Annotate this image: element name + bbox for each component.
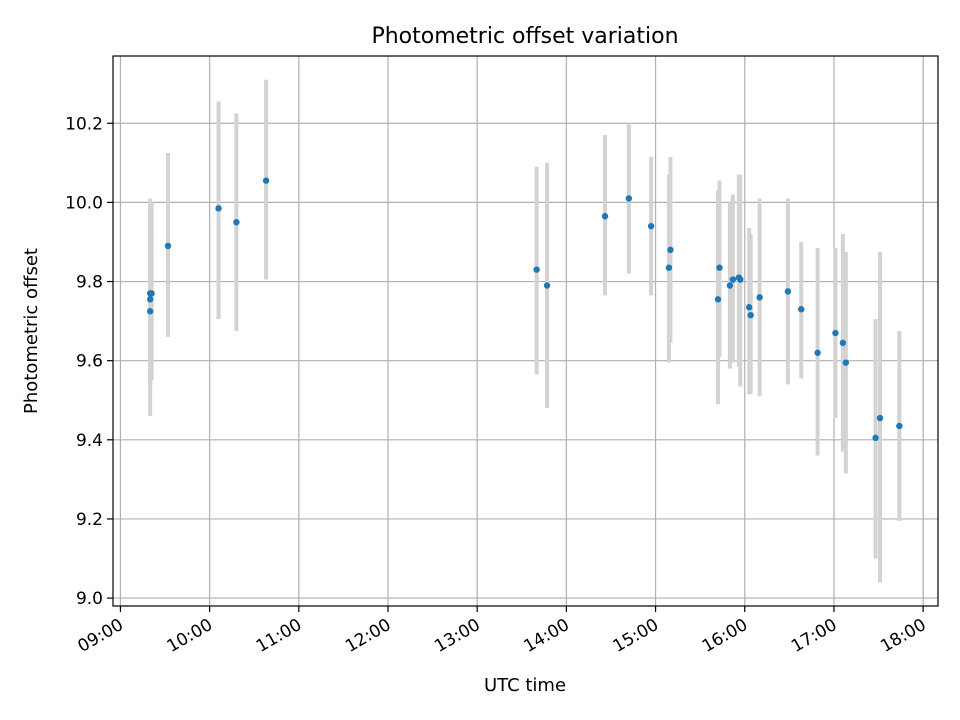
data-point [814,349,821,356]
data-point [647,222,655,230]
y-axis: 9.0 9.2 9.4 9.6 9.8 10.0 10.2 [65,114,113,609]
data-point [896,422,903,430]
data-point [839,339,847,347]
x-tick-label: 13:00 [431,615,483,657]
y-axis-label: Photometric offset [21,248,42,414]
x-tick-label: 18:00 [877,615,929,657]
x-tick-label: 11:00 [253,615,305,657]
x-axis: 09:00 10:00 11:00 12:00 13:00 14:00 15:00 16:00… [74,606,930,657]
data-point [665,264,673,271]
data-point [601,213,609,220]
data-point [533,266,540,273]
y-tick-label: 9.4 [76,431,103,451]
error-bars [148,79,902,583]
y-tick-label: 9.2 [76,510,103,530]
data-point [714,296,722,303]
data-points [146,177,903,442]
chart-title: Photometric offset variation [371,24,678,49]
data-point [746,304,753,311]
x-tick-label: 17:00 [788,615,840,657]
x-tick-label: 12:00 [342,615,394,657]
x-tick-label: 09:00 [74,615,126,657]
data-point [832,329,839,337]
data-point [164,242,172,250]
data-point [148,290,155,297]
data-point [798,306,805,313]
plot-frame [112,55,939,607]
data-point [233,218,240,226]
data-point [215,205,222,212]
data-point [543,282,551,289]
data-point [625,195,633,202]
data-point [872,434,879,442]
y-tick-label: 9.6 [76,352,103,372]
x-axis-label: UTC time [484,675,566,696]
x-tick-label: 10:00 [164,615,216,657]
x-tick-label: 16:00 [699,615,751,657]
y-tick-label: 10.0 [65,193,103,213]
data-point [729,276,737,283]
data-point [146,308,154,315]
data-point [876,414,884,422]
data-point [716,264,723,271]
data-point [726,282,734,289]
data-point [262,177,270,184]
y-tick-label: 10.2 [65,114,103,134]
x-tick-label: 14:00 [520,615,572,657]
data-point [146,296,154,303]
y-tick-label: 9.0 [76,589,103,609]
data-point [737,276,744,283]
data-point [667,246,674,254]
data-point [747,311,754,319]
data-point [756,294,763,301]
x-tick-label: 15:00 [610,615,662,657]
data-point [784,288,792,295]
y-tick-label: 9.8 [76,273,103,293]
data-point [842,359,850,366]
